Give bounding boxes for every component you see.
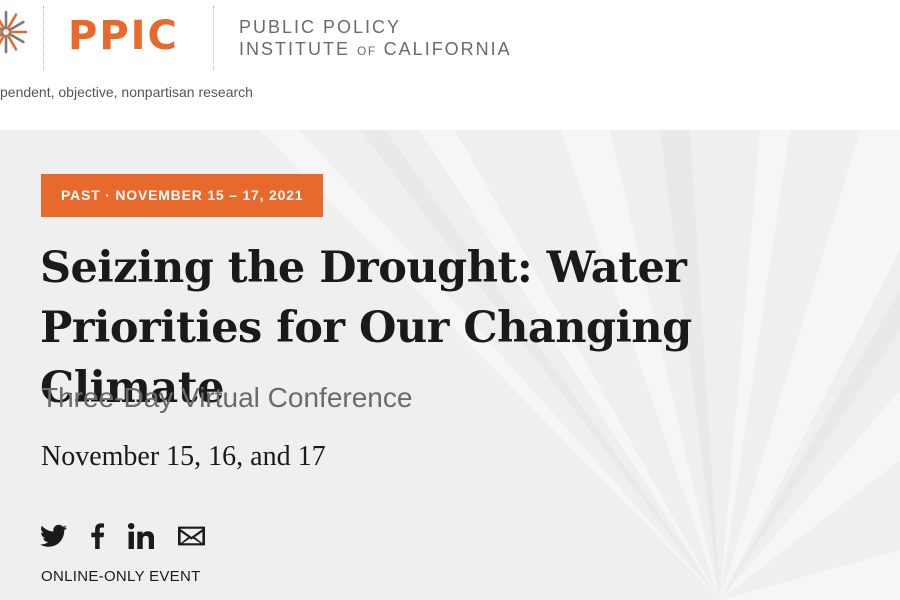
ppic-logo[interactable]: PPIC (68, 13, 179, 59)
twitter-icon[interactable] (40, 523, 67, 549)
org-name-line1: PUBLIC POLICY (239, 17, 402, 37)
sunburst-logo-icon[interactable] (0, 8, 30, 56)
org-name-line2: INSTITUTE OF CALIFORNIA (239, 39, 512, 59)
email-icon[interactable] (178, 523, 205, 549)
org-name[interactable]: PUBLIC POLICY INSTITUTE OF CALIFORNIA (239, 16, 512, 62)
site-header: PPIC PUBLIC POLICY INSTITUTE OF CALIFORN… (0, 0, 900, 130)
event-hero: PAST · NOVEMBER 15 – 17, 2021 Seizing th… (0, 130, 900, 600)
tagline: pendent, objective, nonpartisan research (0, 84, 253, 100)
header-divider (43, 6, 44, 70)
share-links (40, 520, 205, 552)
event-subtitle: Three-Day Virtual Conference (41, 382, 413, 413)
facebook-icon[interactable] (91, 523, 104, 549)
header-divider (213, 6, 214, 70)
hero-background-rays (260, 130, 900, 600)
event-title: Seizing the Drought: Water Priorities fo… (40, 243, 692, 413)
event-status-badge: PAST · NOVEMBER 15 – 17, 2021 (41, 174, 324, 217)
event-type-label: ONLINE-ONLY EVENT (41, 568, 201, 585)
event-dates: November 15, 16, and 17 (41, 441, 326, 472)
linkedin-icon[interactable] (128, 523, 154, 549)
